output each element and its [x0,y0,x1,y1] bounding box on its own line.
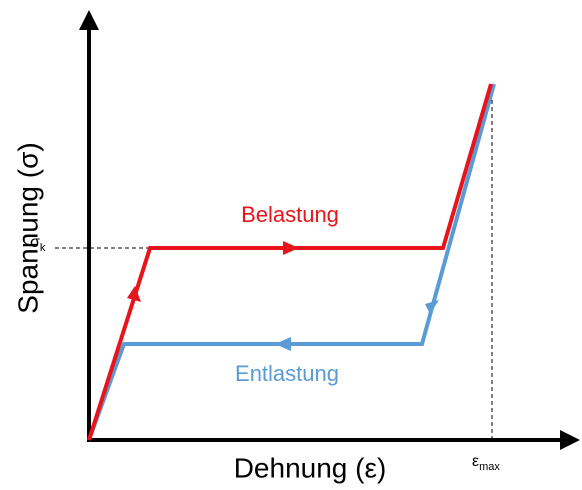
loading-arrow [283,241,299,255]
unloading-arrow [275,337,291,351]
epsilon-max-base: ε [472,453,479,470]
x-axis-label: Dehnung (ε) [234,452,387,483]
epsilon-max-label: εmax [472,453,500,473]
sigma-k-label: σk [30,234,46,254]
sigma-k-sub: k [40,242,46,254]
unloading-arrow [425,300,439,314]
y-axis-label: Spannung (σ) [12,142,43,313]
unloading-label: Entlastung [235,361,339,386]
unloading-curve [87,83,496,441]
loading-curve [87,83,493,441]
sigma-k-base: σ [30,234,40,251]
epsilon-max-sub: max [479,461,500,473]
loading-label: Belastung [241,202,339,227]
loading-arrow [127,286,141,302]
